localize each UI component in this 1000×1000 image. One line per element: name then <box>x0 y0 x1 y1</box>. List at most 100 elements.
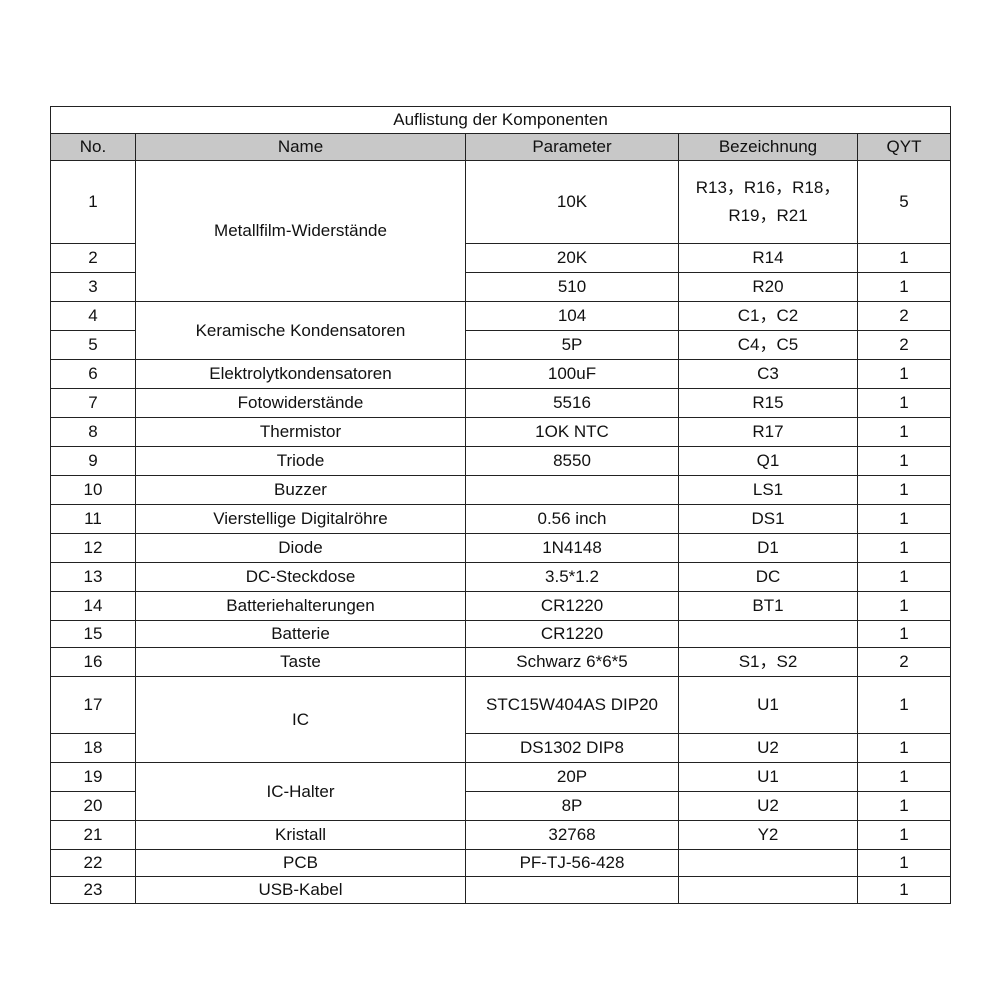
designation: S1，S2 <box>678 647 858 677</box>
quantity: 1 <box>856 591 952 621</box>
parameter: 1OK NTC <box>465 417 679 447</box>
row-number: 4 <box>50 301 136 331</box>
row-number: 3 <box>50 272 136 302</box>
header-row: No. Name Parameter Bezeichnung QYT <box>50 133 952 161</box>
designation: C4，C5 <box>678 330 858 360</box>
parameter: PF-TJ-56-428 <box>465 849 679 877</box>
table-row: 8 Thermistor 1OK NTC R17 1 <box>50 417 952 447</box>
quantity: 1 <box>856 533 952 563</box>
component-name: Fotowiderstände <box>135 388 466 418</box>
column-header: Bezeichnung <box>678 133 858 161</box>
table-row: 6 Elektrolytkondensatoren 100uF C3 1 <box>50 359 952 389</box>
parameter: 3.5*1.2 <box>465 562 679 592</box>
parameter: 100uF <box>465 359 679 389</box>
designation: U1 <box>678 676 858 734</box>
parameter: 8P <box>465 791 679 821</box>
row-number: 6 <box>50 359 136 389</box>
quantity: 1 <box>856 504 952 534</box>
component-name: Metallfilm-Widerstände <box>135 160 466 302</box>
row-number: 19 <box>50 762 136 792</box>
designation: C3 <box>678 359 858 389</box>
parameter: 0.56 inch <box>465 504 679 534</box>
parameter: CR1220 <box>465 620 679 648</box>
component-name: Batterie <box>135 620 466 648</box>
component-name: DC-Steckdose <box>135 562 466 592</box>
component-name: Elektrolytkondensatoren <box>135 359 466 389</box>
row-number: 16 <box>50 647 136 677</box>
component-name: Buzzer <box>135 475 466 505</box>
row-number: 17 <box>50 676 136 734</box>
parameter: 20K <box>465 243 679 273</box>
designation: R17 <box>678 417 858 447</box>
designation: DC <box>678 562 858 592</box>
table-row: 23 USB-Kabel 1 <box>50 876 952 904</box>
quantity: 1 <box>856 820 952 850</box>
column-header: Parameter <box>465 133 679 161</box>
component-name: Vierstellige Digitalröhre <box>135 504 466 534</box>
components-table: Auflistung der Komponenten No. Name Parame… <box>49 106 952 904</box>
quantity: 2 <box>856 330 952 360</box>
designation: Q1 <box>678 446 858 476</box>
row-number: 10 <box>50 475 136 505</box>
designation: R13，R16，R18，R19，R21 <box>678 160 858 244</box>
component-name: PCB <box>135 849 466 877</box>
parameter: 1N4148 <box>465 533 679 563</box>
row-number: 5 <box>50 330 136 360</box>
parameter: 8550 <box>465 446 679 476</box>
quantity: 1 <box>856 272 952 302</box>
designation: DS1 <box>678 504 858 534</box>
designation: D1 <box>678 533 858 563</box>
component-name: IC <box>135 676 466 763</box>
table-row: 4 Keramische Kondensatoren 104 C1，C2 2 <box>50 301 952 360</box>
title-row: Auflistung der Komponenten <box>49 106 952 134</box>
designation: U1 <box>678 762 858 792</box>
designation: Y2 <box>678 820 858 850</box>
parameter <box>465 475 679 505</box>
designation <box>678 620 858 648</box>
component-name: Diode <box>135 533 466 563</box>
component-name: Batteriehalterungen <box>135 591 466 621</box>
quantity: 1 <box>856 676 952 734</box>
designation: U2 <box>678 733 858 763</box>
quantity: 1 <box>856 446 952 476</box>
designation <box>678 849 858 877</box>
parameter: DS1302 DIP8 <box>465 733 679 763</box>
row-number: 11 <box>50 504 136 534</box>
quantity: 1 <box>856 388 952 418</box>
quantity: 1 <box>856 849 952 877</box>
designation: LS1 <box>678 475 858 505</box>
component-name: IC-Halter <box>135 762 466 821</box>
table-row: 9 Triode 8550 Q1 1 <box>50 446 952 476</box>
quantity: 1 <box>856 620 952 648</box>
designation <box>678 876 858 904</box>
row-number: 7 <box>50 388 136 418</box>
column-header: QYT <box>856 133 952 161</box>
parameter: 32768 <box>465 820 679 850</box>
parameter: 510 <box>465 272 679 302</box>
component-name: Thermistor <box>135 417 466 447</box>
quantity: 1 <box>856 243 952 273</box>
row-number: 12 <box>50 533 136 563</box>
designation: U2 <box>678 791 858 821</box>
designation: R14 <box>678 243 858 273</box>
designation: BT1 <box>678 591 858 621</box>
row-number: 13 <box>50 562 136 592</box>
quantity: 5 <box>856 160 952 244</box>
quantity: 1 <box>856 417 952 447</box>
table-row: 11 Vierstellige Digitalröhre 0.56 inch DS1 1 <box>50 504 952 534</box>
component-name: Keramische Kondensatoren <box>135 301 466 360</box>
designation: R15 <box>678 388 858 418</box>
component-name: Kristall <box>135 820 466 850</box>
row-number: 18 <box>50 733 136 763</box>
row-number: 1 <box>50 160 136 244</box>
row-number: 8 <box>50 417 136 447</box>
component-name: Triode <box>135 446 466 476</box>
row-number: 20 <box>50 791 136 821</box>
parameter: STC15W404AS DIP20 <box>465 676 679 734</box>
table-row: 16 Taste Schwarz 6*6*5 S1，S2 2 <box>50 647 952 677</box>
table-row: 7 Fotowiderstände 5516 R15 1 <box>50 388 952 418</box>
component-name: USB-Kabel <box>135 876 466 904</box>
row-number: 14 <box>50 591 136 621</box>
row-number: 21 <box>50 820 136 850</box>
column-header: Name <box>135 133 466 161</box>
